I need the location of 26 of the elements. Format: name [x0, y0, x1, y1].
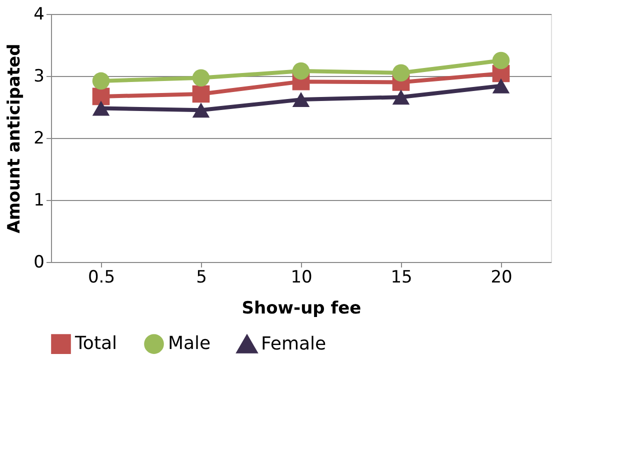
legend-label: Male [168, 333, 211, 354]
y-tick-label: 4 [34, 4, 44, 24]
point [92, 72, 110, 90]
point [292, 92, 310, 108]
y-tick-label: 0 [34, 252, 44, 272]
x-tick-label: 0.5 [88, 268, 116, 288]
x-tick-label: 5 [196, 268, 207, 288]
legend-label: Total [74, 333, 118, 354]
point [392, 90, 410, 105]
x-tick-label: 15 [390, 268, 412, 288]
x-tick-label: 20 [490, 268, 512, 288]
legend-label: Female [261, 334, 326, 355]
y-tick-label: 2 [34, 128, 44, 148]
y-tick-label: 3 [34, 66, 44, 86]
point [492, 78, 510, 94]
point [192, 85, 210, 103]
point [292, 62, 310, 80]
point [92, 100, 110, 116]
point [192, 69, 210, 87]
y-axis-title: Amount anticipated [4, 44, 25, 234]
x-axis-title: Show-up fee [242, 298, 362, 318]
point [392, 64, 410, 82]
point [492, 52, 510, 70]
x-tick-label: 10 [290, 268, 312, 288]
point [192, 102, 210, 118]
y-tick-label: 1 [34, 190, 44, 210]
